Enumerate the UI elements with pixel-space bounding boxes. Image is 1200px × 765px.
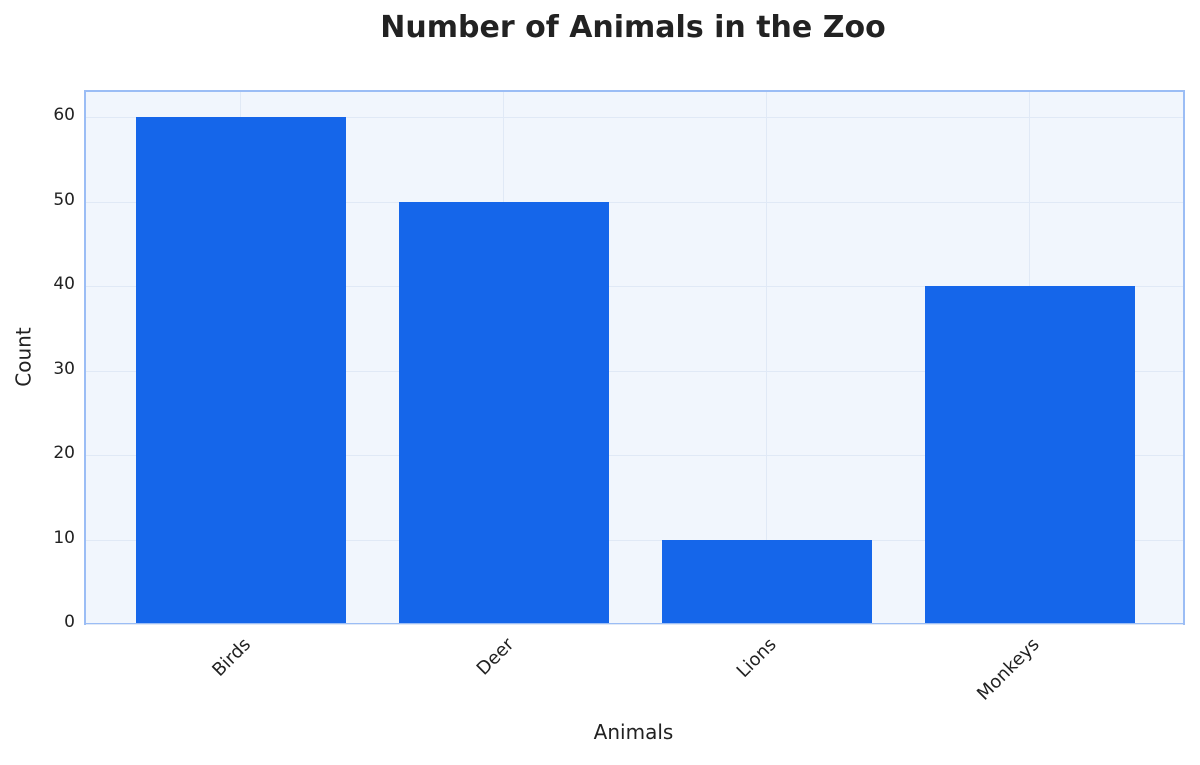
xtick-label-deer: Deer: [472, 634, 518, 680]
bar-birds: [136, 117, 346, 623]
ytick-label: 10: [53, 528, 75, 548]
gridline-10: [86, 540, 1183, 541]
xtick-label-lions: Lions: [732, 634, 781, 682]
ytick-label: 30: [53, 359, 75, 379]
bar-deer: [399, 202, 609, 623]
gridline-0: [86, 624, 1183, 625]
gridline-30: [86, 371, 1183, 372]
ytick-label: 40: [53, 274, 75, 294]
xtick-label-monkeys: Monkeys: [973, 634, 1044, 705]
gridline-20: [86, 455, 1183, 456]
gridline-40: [86, 286, 1183, 287]
chart-title: Number of Animals in the Zoo: [380, 10, 886, 45]
x-axis-label: Animals: [593, 720, 674, 744]
gridline-lions: [766, 92, 767, 623]
ytick-label: 50: [53, 190, 75, 210]
gridline-50: [86, 202, 1183, 203]
bar-monkeys: [925, 286, 1135, 623]
y-axis-label: Count: [11, 327, 36, 387]
ytick-label: 60: [53, 105, 75, 125]
ytick-label: 20: [53, 443, 75, 463]
plot-area: [84, 90, 1185, 625]
ytick-label: 0: [64, 612, 75, 632]
gridline-60: [86, 117, 1183, 118]
xtick-label-birds: Birds: [208, 634, 255, 681]
bar-lions: [662, 540, 872, 623]
